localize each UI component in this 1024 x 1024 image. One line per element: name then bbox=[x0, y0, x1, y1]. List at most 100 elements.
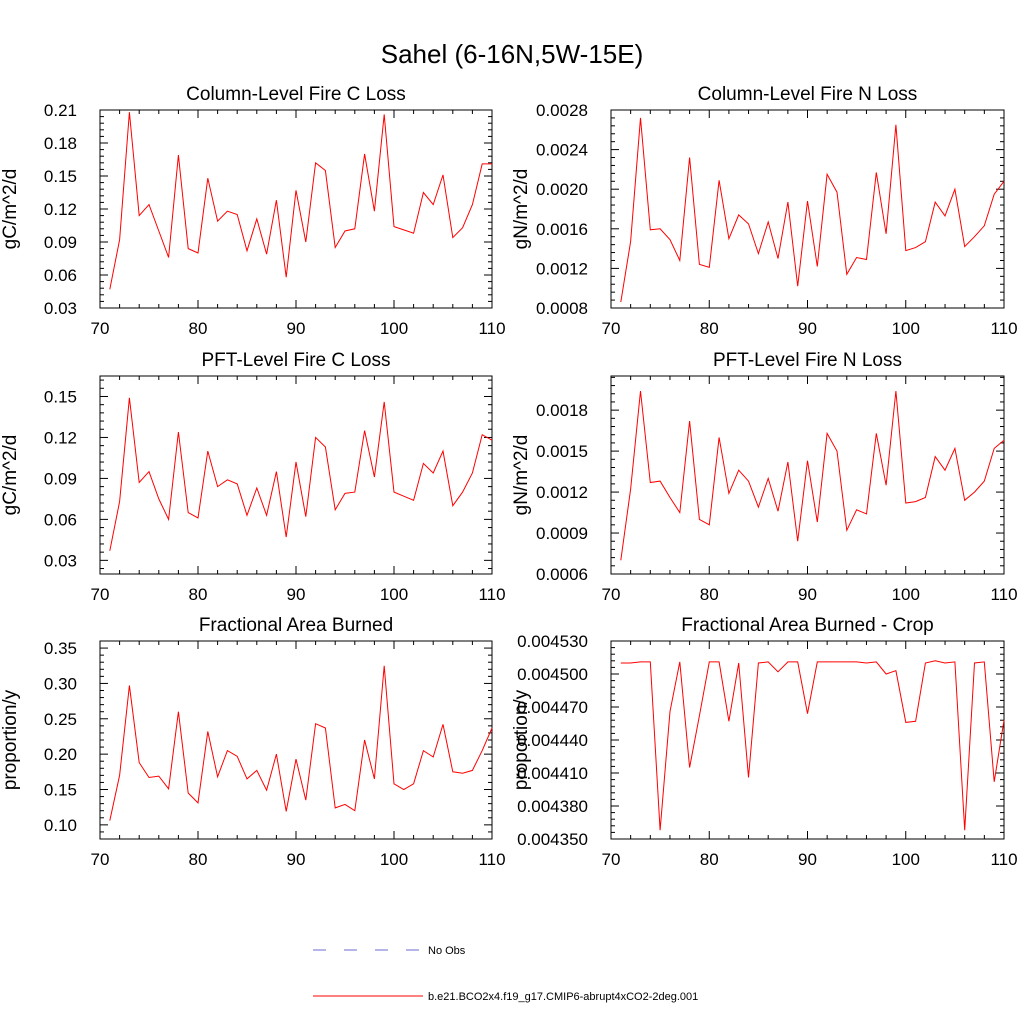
plot-frame bbox=[610, 375, 1005, 575]
y-tick-label: 0.004440 bbox=[517, 731, 588, 750]
y-tick-label: 0.20 bbox=[44, 745, 77, 764]
chart-panel-4: PFT-Level Fire N Loss 70 80 90 100 110 0.0006 0… bbox=[511, 350, 1018, 604]
x-tick-label: 100 bbox=[380, 319, 408, 338]
x-tick-label: 70 bbox=[91, 319, 110, 338]
legend: No Obs b.e21.BCO2x4.f19_g17.CMIP6-abrupt… bbox=[313, 945, 698, 1003]
y-tick-label: 0.35 bbox=[44, 639, 77, 658]
y-tick-label: 0.004530 bbox=[517, 632, 588, 651]
y-tick-label: 0.18 bbox=[44, 134, 77, 153]
y-tick-label: 0.21 bbox=[44, 101, 77, 120]
plot-frame bbox=[610, 109, 1005, 309]
plot-frame bbox=[610, 640, 1005, 840]
y-tick-label: 0.004470 bbox=[517, 698, 588, 717]
chart-panel-2: Column-Level Fire N Loss 70 80 90 100 110 0.00… bbox=[511, 84, 1018, 338]
y-tick-label: 0.30 bbox=[44, 674, 77, 693]
x-tick-label: 110 bbox=[990, 585, 1017, 604]
plot-frame bbox=[99, 375, 493, 575]
y-axis-label: gN/m^2/d bbox=[511, 435, 532, 516]
series-line bbox=[620, 117, 1005, 303]
x-tick-label: 90 bbox=[287, 319, 306, 338]
y-tick-label: 0.0012 bbox=[536, 259, 588, 278]
y-tick-label: 0.004380 bbox=[517, 797, 588, 816]
panel-title: PFT-Level Fire N Loss bbox=[713, 350, 902, 371]
y-tick-label: 0.15 bbox=[44, 167, 77, 186]
y-tick-label: 0.004410 bbox=[517, 764, 588, 783]
series-line bbox=[620, 390, 1005, 561]
y-tick-label: 0.0024 bbox=[536, 141, 588, 160]
x-tick-label: 110 bbox=[478, 319, 505, 338]
y-tick-label: 0.09 bbox=[44, 469, 77, 488]
x-tick-label: 90 bbox=[798, 850, 817, 869]
legend-label-no-obs: No Obs bbox=[428, 945, 466, 957]
x-tick-label: 100 bbox=[892, 319, 920, 338]
figure-title: Sahel (6-16N,5W-15E) bbox=[381, 39, 644, 69]
x-tick-label: 70 bbox=[91, 850, 110, 869]
x-tick-label: 100 bbox=[892, 850, 920, 869]
x-tick-label: 90 bbox=[798, 585, 817, 604]
panel-title: Column-Level Fire C Loss bbox=[186, 84, 406, 105]
y-tick-label: 0.06 bbox=[44, 510, 77, 529]
x-tick-label: 110 bbox=[990, 319, 1017, 338]
y-tick-label: 0.0028 bbox=[536, 101, 588, 120]
y-tick-label: 0.0016 bbox=[536, 220, 588, 239]
y-tick-label: 0.15 bbox=[44, 781, 77, 800]
x-tick-label: 70 bbox=[91, 585, 110, 604]
panel-title: Fractional Area Burned bbox=[199, 615, 393, 636]
panels-group: Column-Level Fire C Loss 70 80 90 100 110 0.03… bbox=[0, 84, 1018, 869]
y-tick-label: 0.25 bbox=[44, 710, 77, 729]
y-tick-label: 0.0018 bbox=[536, 401, 588, 420]
x-tick-label: 80 bbox=[189, 319, 208, 338]
chart-panel-3: PFT-Level Fire C Loss 70 80 90 100 110 0.03 0.0… bbox=[0, 350, 506, 604]
y-tick-label: 0.0006 bbox=[536, 565, 588, 584]
x-tick-label: 70 bbox=[602, 850, 621, 869]
y-tick-label: 0.0009 bbox=[536, 524, 588, 543]
chart-panel-1: Column-Level Fire C Loss 70 80 90 100 110 0.03… bbox=[0, 84, 506, 338]
y-tick-label: 0.0020 bbox=[536, 180, 588, 199]
x-tick-label: 90 bbox=[287, 585, 306, 604]
x-tick-label: 110 bbox=[990, 850, 1017, 869]
y-tick-label: 0.15 bbox=[44, 387, 77, 406]
x-tick-label: 110 bbox=[478, 585, 505, 604]
series-line bbox=[109, 112, 492, 290]
series-line bbox=[109, 665, 493, 821]
y-axis-label: proportion/y bbox=[511, 689, 532, 790]
panel-title: PFT-Level Fire C Loss bbox=[202, 350, 391, 371]
legend-label-model: b.e21.BCO2x4.f19_g17.CMIP6-abrupt4xCO2-2… bbox=[428, 991, 698, 1003]
y-tick-label: 0.03 bbox=[44, 551, 77, 570]
y-tick-label: 0.0008 bbox=[536, 299, 588, 318]
y-axis-label: proportion/y bbox=[0, 689, 21, 790]
x-tick-label: 100 bbox=[380, 585, 408, 604]
chart-panel-5: Fractional Area Burned 70 80 90 100 110 0.10 0.… bbox=[0, 615, 506, 869]
x-tick-label: 70 bbox=[602, 585, 621, 604]
x-tick-label: 90 bbox=[798, 319, 817, 338]
plot-frame bbox=[99, 640, 493, 840]
y-tick-label: 0.03 bbox=[44, 299, 77, 318]
series-line bbox=[620, 660, 1005, 831]
x-tick-label: 80 bbox=[700, 319, 719, 338]
y-tick-label: 0.004500 bbox=[517, 665, 588, 684]
x-tick-label: 90 bbox=[287, 850, 306, 869]
y-tick-label: 0.0015 bbox=[536, 442, 588, 461]
y-tick-label: 0.004350 bbox=[517, 830, 588, 849]
y-tick-label: 0.12 bbox=[44, 428, 77, 447]
x-tick-label: 80 bbox=[700, 585, 719, 604]
series-line bbox=[109, 397, 493, 551]
x-tick-label: 80 bbox=[700, 850, 719, 869]
y-tick-label: 0.12 bbox=[44, 200, 77, 219]
panel-title: Column-Level Fire N Loss bbox=[698, 84, 918, 105]
x-tick-label: 100 bbox=[380, 850, 408, 869]
panel-title: Fractional Area Burned - Crop bbox=[681, 615, 933, 636]
x-tick-label: 80 bbox=[189, 585, 208, 604]
y-tick-label: 0.06 bbox=[44, 266, 77, 285]
x-tick-label: 110 bbox=[478, 850, 505, 869]
x-tick-label: 80 bbox=[189, 850, 208, 869]
y-tick-label: 0.0012 bbox=[536, 483, 588, 502]
chart-panel-6: Fractional Area Burned - Crop 70 80 90 100 11… bbox=[511, 615, 1018, 869]
plot-frame bbox=[99, 109, 493, 309]
x-tick-label: 100 bbox=[892, 585, 920, 604]
y-tick-label: 0.09 bbox=[44, 233, 77, 252]
y-tick-label: 0.10 bbox=[44, 816, 77, 835]
x-tick-label: 70 bbox=[602, 319, 621, 338]
y-axis-label: gC/m^2/d bbox=[0, 169, 21, 250]
